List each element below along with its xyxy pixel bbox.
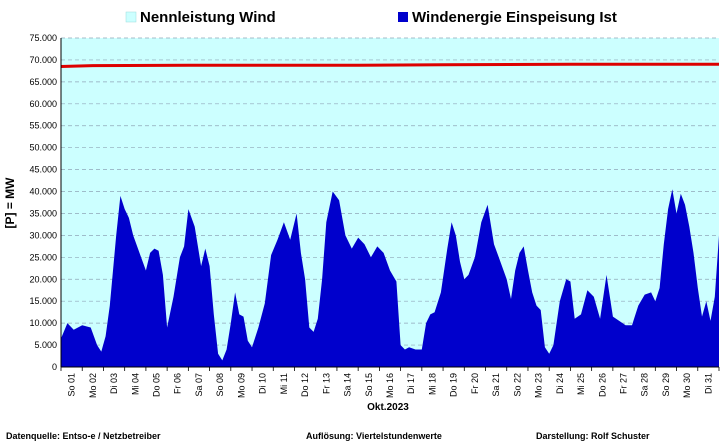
y-tick-label: 75.000 <box>29 33 57 43</box>
footer-author: Darstellung: Rolf Schuster <box>536 431 650 441</box>
y-tick-label: 35.000 <box>29 208 57 218</box>
x-tick-label: So 22 <box>512 373 522 397</box>
x-tick-label: Mi 18 <box>427 373 437 395</box>
nennleistung-line <box>60 62 719 68</box>
x-axis-label: Okt.2023 <box>367 402 409 413</box>
y-tick-label: 15.000 <box>29 296 57 306</box>
y-tick-label: 40.000 <box>29 187 57 197</box>
x-tick-label: Mo 30 <box>682 373 692 398</box>
y-tick-label: 60.000 <box>29 99 57 109</box>
x-tick-label: Mo 16 <box>385 373 395 398</box>
y-tick-label: 10.000 <box>29 318 57 328</box>
x-tick-label: Di 03 <box>109 373 119 394</box>
legend: Nennleistung Wind Windenergie Einspeisun… <box>125 9 617 26</box>
x-tick-label: Fr 13 <box>321 373 331 394</box>
x-tick-label: Di 17 <box>406 373 416 394</box>
x-tick-label: Fr 27 <box>618 373 628 394</box>
x-tick-label: Mi 04 <box>130 373 140 395</box>
y-tick-label: 30.000 <box>29 230 57 240</box>
x-tick-label: Sa 07 <box>194 373 204 397</box>
x-tick-label: Mi 11 <box>279 373 289 394</box>
y-tick-label: 20.000 <box>29 274 57 284</box>
footer-source: Datenquelle: Entso-e / Netzbetreiber <box>6 431 161 441</box>
axes <box>60 38 720 371</box>
x-tick-label: Di 24 <box>555 373 565 394</box>
x-tick-label: Do 05 <box>152 373 162 397</box>
y-tick-label: 25.000 <box>29 252 57 262</box>
y-axis-label: [P] = MW <box>3 177 17 229</box>
windenergie-area <box>61 189 719 367</box>
legend-swatch-nennleistung <box>125 11 137 23</box>
x-tick-label: Di 31 <box>703 373 713 394</box>
footer-resolution: Auflösung: Viertelstundenwerte <box>306 431 442 441</box>
y-tick-labels: 0 5.000 10.000 15.000 20.000 25.000 30.000 35.0… <box>29 33 57 372</box>
x-tick-label: So 08 <box>215 373 225 397</box>
x-tick-label: So 15 <box>364 373 374 397</box>
x-tick-label: Fr 06 <box>173 373 183 394</box>
legend-label-nennleistung: Nennleistung Wind <box>140 9 276 26</box>
x-tick-label: Mi 25 <box>576 373 586 395</box>
x-tick-label: Sa 28 <box>640 373 650 397</box>
x-tick-label: So 01 <box>67 373 77 397</box>
x-tick-labels: So 01 Mo 02 Di 03 Mi 04 Do 05 Fr 06 Sa 07 So 08… <box>67 373 714 398</box>
y-tick-label: 65.000 <box>29 77 57 87</box>
legend-label-einspeisung: Windenergie Einspeisung Ist <box>412 9 617 26</box>
x-tick-label: Sa 14 <box>343 373 353 397</box>
y-tick-label: 50.000 <box>29 143 57 153</box>
y-tick-label: 0 <box>52 362 57 372</box>
x-tick-label: Do 12 <box>300 373 310 397</box>
x-tick-label: Sa 21 <box>491 373 501 397</box>
x-tick-label: Do 19 <box>449 373 459 397</box>
x-tick-label: Di 10 <box>258 373 268 394</box>
x-tick-label: Do 26 <box>597 373 607 397</box>
x-tick-label: Fr 20 <box>470 373 480 394</box>
y-tick-label: 55.000 <box>29 121 57 131</box>
x-tick-label: So 29 <box>661 373 671 397</box>
y-tick-label: 45.000 <box>29 165 57 175</box>
x-tick-label: Mo 09 <box>236 373 246 398</box>
y-tick-label: 5.000 <box>34 340 57 350</box>
x-tick-label: Mo 02 <box>88 373 98 398</box>
legend-swatch-einspeisung <box>398 12 408 22</box>
x-tick-label: Mo 23 <box>534 373 544 398</box>
y-tick-label: 70.000 <box>29 55 57 65</box>
